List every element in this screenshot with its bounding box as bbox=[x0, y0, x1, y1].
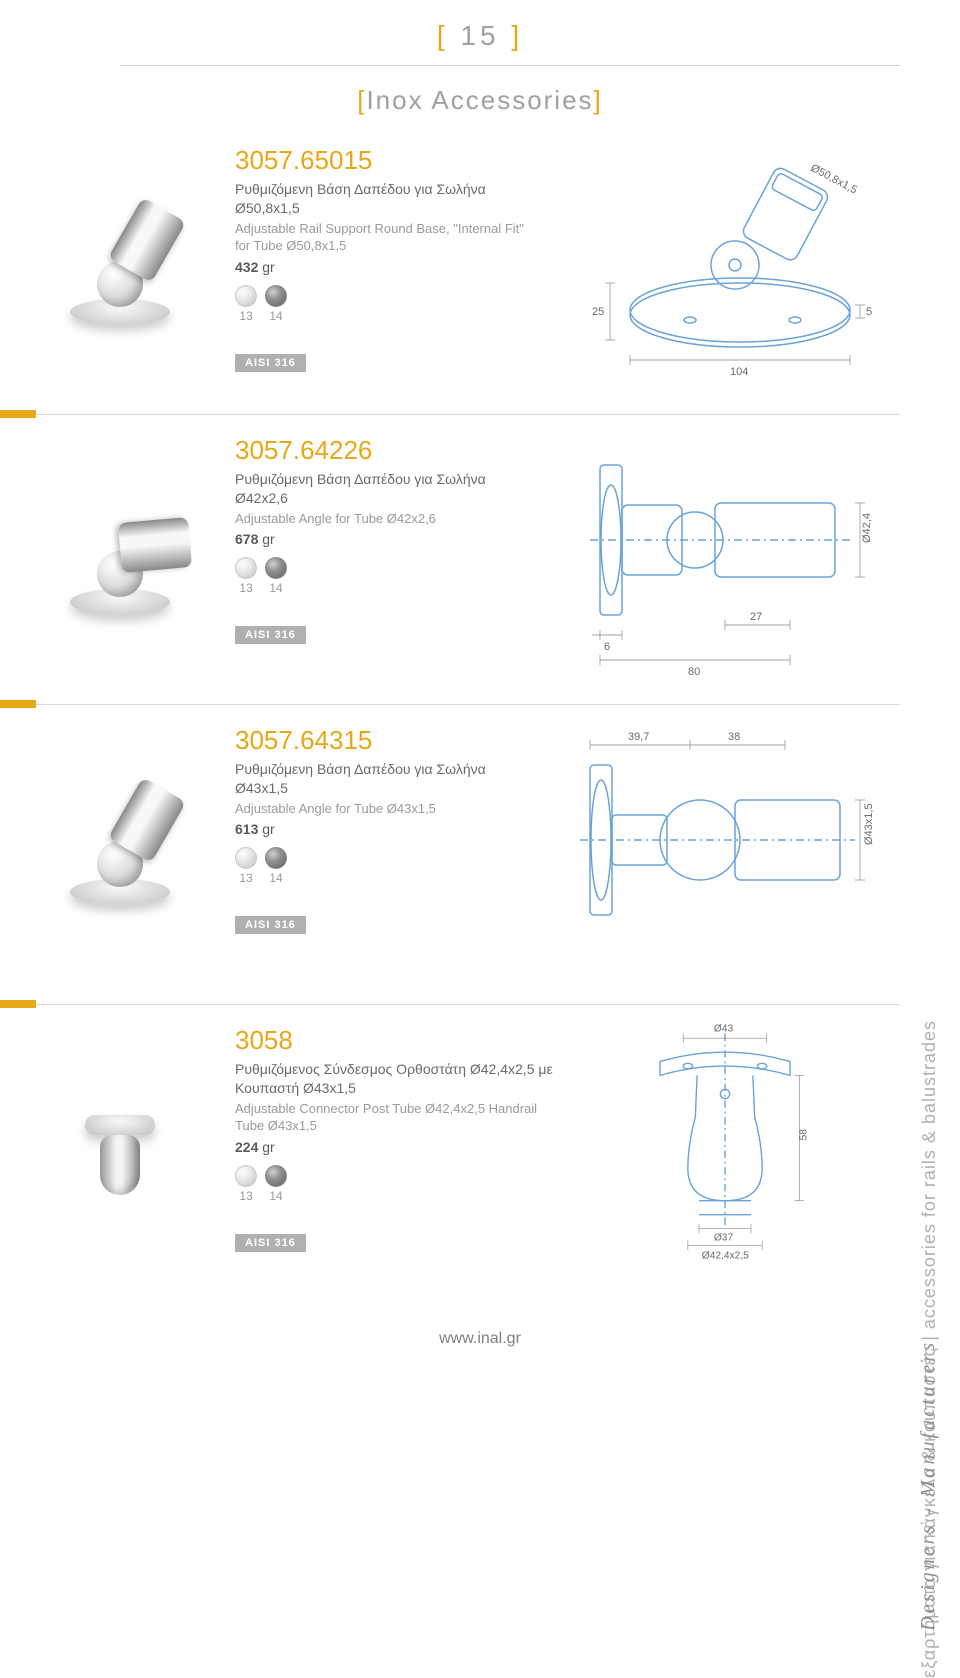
side-vertical-text: εξαρτήματα για κάγκελα & κουπαστές | acc… bbox=[908, 60, 948, 1340]
finish-swatch-icon bbox=[235, 285, 257, 307]
product-photo bbox=[30, 465, 210, 645]
product-desc-greek: Ρυθμιζόμενη Βάση Δαπέδου για Σωλήνα Ø42x… bbox=[235, 470, 535, 508]
finish-option: 14 bbox=[265, 285, 287, 323]
product-item: 3057.64226 Ρυθμιζόμενη Βάση Δαπέδου για … bbox=[0, 415, 900, 705]
svg-text:58: 58 bbox=[799, 1129, 810, 1141]
footer-url: www.inal.gr bbox=[439, 1330, 521, 1348]
svg-text:27: 27 bbox=[750, 611, 762, 623]
finish-swatch-icon bbox=[235, 557, 257, 579]
product-item: 3057.64315 Ρυθμιζόμενη Βάση Δαπέδου για … bbox=[0, 705, 900, 1005]
product-photo bbox=[30, 1055, 210, 1235]
product-info: 3057.64226 Ρυθμιζόμενη Βάση Δαπέδου για … bbox=[235, 435, 535, 644]
product-desc-greek: Ρυθμιζόμενος Σύνδεσμος Ορθοστάτη Ø42,4x2… bbox=[235, 1060, 565, 1098]
side-tagline: Designers - Manufacturers bbox=[917, 1340, 940, 1631]
product-info: 3057.64315 Ρυθμιζόμενη Βάση Δαπέδου για … bbox=[235, 725, 535, 934]
content-area: 3057.65015 Ρυθμιζόμενη Βάση Δαπέδου για … bbox=[0, 125, 900, 1315]
svg-text:104: 104 bbox=[730, 366, 748, 378]
svg-text:Ø43x1,5: Ø43x1,5 bbox=[863, 803, 875, 845]
svg-text:Ø37: Ø37 bbox=[714, 1233, 734, 1244]
finish-swatch-icon bbox=[265, 847, 287, 869]
svg-text:39,7: 39,7 bbox=[628, 731, 649, 743]
product-sku: 3057.65015 bbox=[235, 145, 535, 176]
product-item: 3058 Ρυθμιζόμενος Σύνδεσμος Ορθοστάτη Ø4… bbox=[0, 1005, 900, 1315]
product-desc-greek: Ρυθμιζόμενη Βάση Δαπέδου για Σωλήνα Ø43x… bbox=[235, 760, 535, 798]
finish-swatch-icon bbox=[235, 847, 257, 869]
product-item: 3057.65015 Ρυθμιζόμενη Βάση Δαπέδου για … bbox=[0, 125, 900, 415]
product-info: 3058 Ρυθμιζόμενος Σύνδεσμος Ορθοστάτη Ø4… bbox=[235, 1025, 565, 1252]
finish-option: 13 bbox=[235, 1165, 257, 1203]
svg-text:Ø43: Ø43 bbox=[714, 1024, 734, 1035]
product-photo bbox=[30, 755, 210, 935]
svg-text:5: 5 bbox=[866, 306, 872, 318]
aisi-badge: AISI 316 bbox=[235, 354, 306, 372]
svg-text:Ø42,4: Ø42,4 bbox=[861, 513, 873, 543]
svg-text:80: 80 bbox=[688, 666, 700, 678]
product-sku: 3058 bbox=[235, 1025, 565, 1056]
finish-option: 13 bbox=[235, 557, 257, 595]
svg-text:25: 25 bbox=[592, 306, 604, 318]
technical-drawing: 39,7 38 Ø43x1,5 bbox=[560, 715, 880, 975]
page-number: [ 15 ] bbox=[437, 20, 523, 52]
svg-text:38: 38 bbox=[728, 731, 740, 743]
finish-option: 13 bbox=[235, 285, 257, 323]
finish-swatch-icon bbox=[265, 1165, 287, 1187]
product-desc-english: Adjustable Angle for Tube Ø42x2,6 bbox=[235, 510, 535, 528]
product-photo bbox=[30, 175, 210, 355]
finish-swatch-icon bbox=[235, 1165, 257, 1187]
product-desc-english: Adjustable Connector Post Tube Ø42,4x2,5… bbox=[235, 1100, 565, 1135]
technical-drawing: 80 27 6 Ø42,4 bbox=[560, 425, 880, 685]
aisi-badge: AISI 316 bbox=[235, 916, 306, 934]
product-sku: 3057.64315 bbox=[235, 725, 535, 756]
product-sku: 3057.64226 bbox=[235, 435, 535, 466]
product-weight: 613 gr bbox=[235, 821, 535, 837]
product-weight: 224 gr bbox=[235, 1139, 565, 1155]
finish-option: 14 bbox=[265, 1165, 287, 1203]
product-desc-greek: Ρυθμιζόμενη Βάση Δαπέδου για Σωλήνα Ø50,… bbox=[235, 180, 535, 218]
finish-option: 14 bbox=[265, 557, 287, 595]
finish-swatch-icon bbox=[265, 557, 287, 579]
header-divider bbox=[120, 65, 900, 66]
finish-options: 13 14 bbox=[235, 1165, 565, 1203]
section-title: [Inox Accessories] bbox=[357, 85, 603, 116]
technical-drawing: Ø43 58 Ø37 Ø42,4x2,5 bbox=[585, 1015, 865, 1275]
product-desc-english: Adjustable Rail Support Round Base, "Int… bbox=[235, 220, 535, 255]
product-info: 3057.65015 Ρυθμιζόμενη Βάση Δαπέδου για … bbox=[235, 145, 535, 372]
aisi-badge: AISI 316 bbox=[235, 1234, 306, 1252]
finish-options: 13 14 bbox=[235, 847, 535, 885]
svg-text:6: 6 bbox=[604, 641, 610, 653]
finish-options: 13 14 bbox=[235, 557, 535, 595]
product-desc-english: Adjustable Angle for Tube Ø43x1,5 bbox=[235, 800, 535, 818]
svg-text:Ø42,4x2,5: Ø42,4x2,5 bbox=[702, 1250, 749, 1261]
finish-option: 14 bbox=[265, 847, 287, 885]
product-weight: 678 gr bbox=[235, 531, 535, 547]
aisi-badge: AISI 316 bbox=[235, 626, 306, 644]
technical-drawing: 25 104 5 Ø50,8x1,5 bbox=[560, 135, 880, 395]
finish-swatch-icon bbox=[265, 285, 287, 307]
finish-options: 13 14 bbox=[235, 285, 535, 323]
product-weight: 432 gr bbox=[235, 259, 535, 275]
finish-option: 13 bbox=[235, 847, 257, 885]
